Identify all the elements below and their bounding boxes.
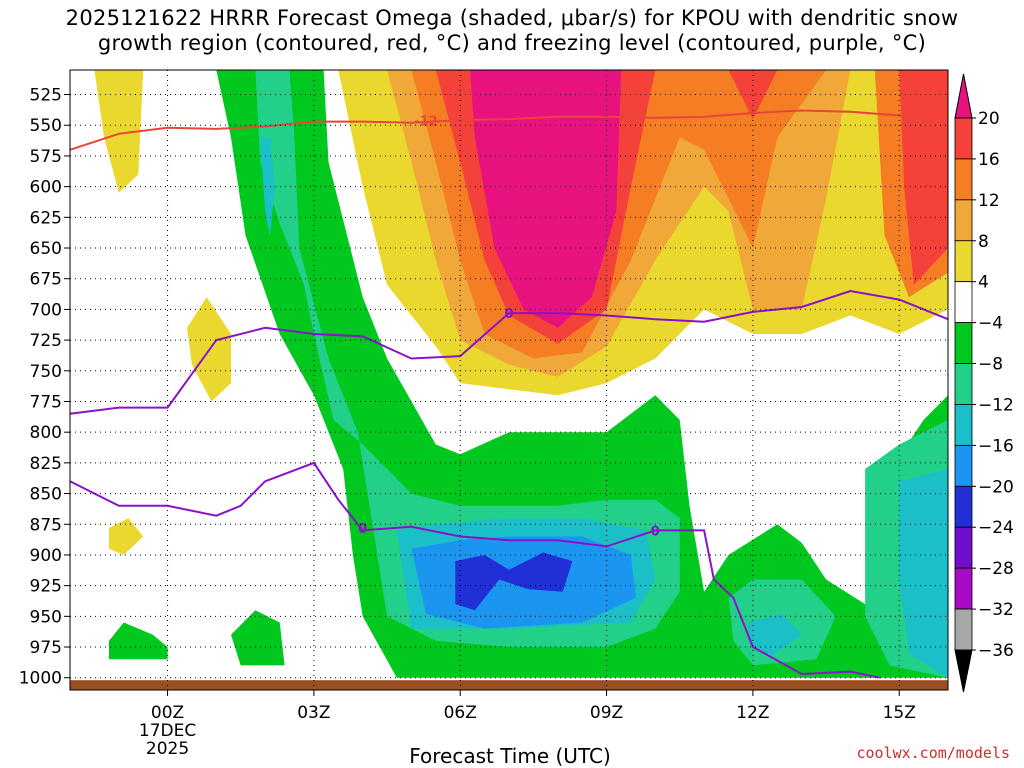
dgz-contour-label: -12 [414, 114, 438, 129]
colorbar-label-11: −28 [978, 559, 1014, 579]
y-tick-label-575: 575 [30, 147, 62, 167]
colorbar-label-9: −20 [978, 477, 1014, 497]
colorbar-bin-13 [954, 608, 973, 651]
colorbar: 20 16 12 8 4 −4 −8 −12 −16 −20 −24 −28 −32 −36 [954, 73, 1014, 693]
dgz-contour-line [70, 109, 924, 151]
omega-fill-neg-12to16-west [260, 137, 275, 236]
y-tick-label-950: 950 [30, 607, 62, 627]
colorbar-bin-5 [954, 281, 973, 324]
omega-fill-neg-lt24 [455, 552, 573, 611]
y-tick-label-625: 625 [30, 208, 62, 228]
x-axis-label: Forecast Time (UTC) [409, 744, 611, 768]
y-tick-label-975: 975 [30, 638, 62, 658]
colorbar-bin-6 [954, 322, 973, 364]
colorbar-bin-10 [954, 485, 973, 528]
y-tick-label-925: 925 [30, 577, 62, 597]
y-tick-label-525: 525 [30, 86, 62, 106]
colorbar-bin-4 [954, 240, 973, 283]
omega-field: -12 0 0 0 [70, 70, 948, 679]
colorbar-label-5: −4 [978, 314, 1003, 334]
colorbar-label-1: 16 [978, 150, 1000, 170]
plot-frame [69, 69, 949, 691]
x-tick-label-06Z: 06Z [444, 703, 477, 723]
x-tick-label-12Z: 12Z [736, 703, 769, 723]
colorbar-label-4: 4 [978, 273, 989, 293]
x-tick-date: 17DEC [139, 721, 196, 741]
y-tick-label-1000: 1000 [19, 669, 62, 689]
y-tick-label-850: 850 [30, 485, 62, 505]
colorbar-label-8: −16 [978, 436, 1014, 456]
y-tick-label-775: 775 [30, 392, 62, 412]
y-tick-label-600: 600 [30, 178, 62, 198]
y-tick-label-725: 725 [30, 331, 62, 351]
colorbar-label-13: −36 [978, 641, 1014, 661]
omega-fill-pos-4to8-west3 [109, 518, 144, 555]
omega-fill-pos-16to20-mid [728, 70, 778, 120]
colorbar-bin-8 [954, 404, 973, 446]
source-credit: coolwx.com/models [856, 744, 1010, 762]
omega-fill-neg-12to16-mid [748, 613, 802, 656]
omega-fill-pos-gt20 [470, 70, 622, 328]
y-tick-label-875: 875 [30, 515, 62, 535]
omega-fill-pos-4to8-west [94, 70, 144, 193]
freezing-contour-label-lower-0: 0 [358, 522, 367, 537]
colorbar-bottom-triangle [954, 649, 973, 693]
y-tick-label-750: 750 [30, 362, 62, 382]
colorbar-top-triangle [954, 73, 973, 119]
colorbar-label-0: 20 [978, 109, 1000, 129]
colorbar-label-2: 12 [978, 191, 1000, 211]
x-tick-label-03Z: 03Z [297, 703, 330, 723]
omega-fill-pos-16to20-east [899, 70, 948, 285]
y-tick-label-650: 650 [30, 239, 62, 259]
omega-fill-neg-4to8-west-b [231, 610, 285, 666]
colorbar-bin-1 [954, 117, 973, 160]
chart-title-line-2: growth region (contoured, red, °C) and f… [97, 31, 927, 55]
y-tick-label-675: 675 [30, 270, 62, 290]
x-tick-year: 2025 [146, 739, 189, 759]
x-tick-label-15Z: 15Z [883, 703, 916, 723]
colorbar-bin-2 [954, 158, 973, 201]
ground-surface [70, 680, 948, 690]
y-tick-label-700: 700 [30, 300, 62, 320]
x-tick-label-00Z: 00Z [151, 703, 184, 723]
freezing-level-contour-lower [70, 461, 880, 679]
colorbar-bin-9 [954, 444, 973, 487]
freezing-level-contour-upper [70, 289, 948, 415]
colorbar-label-7: −12 [978, 395, 1014, 415]
x-tick-label-09Z: 09Z [590, 703, 623, 723]
colorbar-bin-3 [954, 199, 973, 242]
omega-fill-neg-12to16-east [899, 469, 948, 678]
y-tick-label-900: 900 [30, 546, 62, 566]
colorbar-label-3: 8 [978, 232, 989, 252]
freezing-contour-label-lower-1: 0 [651, 524, 660, 539]
y-tick-label-800: 800 [30, 423, 62, 443]
colorbar-bin-12 [954, 567, 973, 610]
y-tick-label-550: 550 [30, 116, 62, 136]
colorbar-bin-7 [954, 363, 973, 405]
colorbar-label-12: −32 [978, 600, 1014, 620]
colorbar-bin-11 [954, 526, 973, 569]
freezing-contour-label-upper-0: 0 [504, 307, 513, 322]
chart-title-line-1: 2025121622 HRRR Forecast Omega (shaded, … [65, 6, 959, 30]
omega-fill-neg-4to8-west-a [109, 622, 168, 660]
colorbar-label-10: −24 [978, 518, 1014, 538]
y-tick-label-825: 825 [30, 454, 62, 474]
colorbar-label-6: −8 [978, 355, 1003, 375]
